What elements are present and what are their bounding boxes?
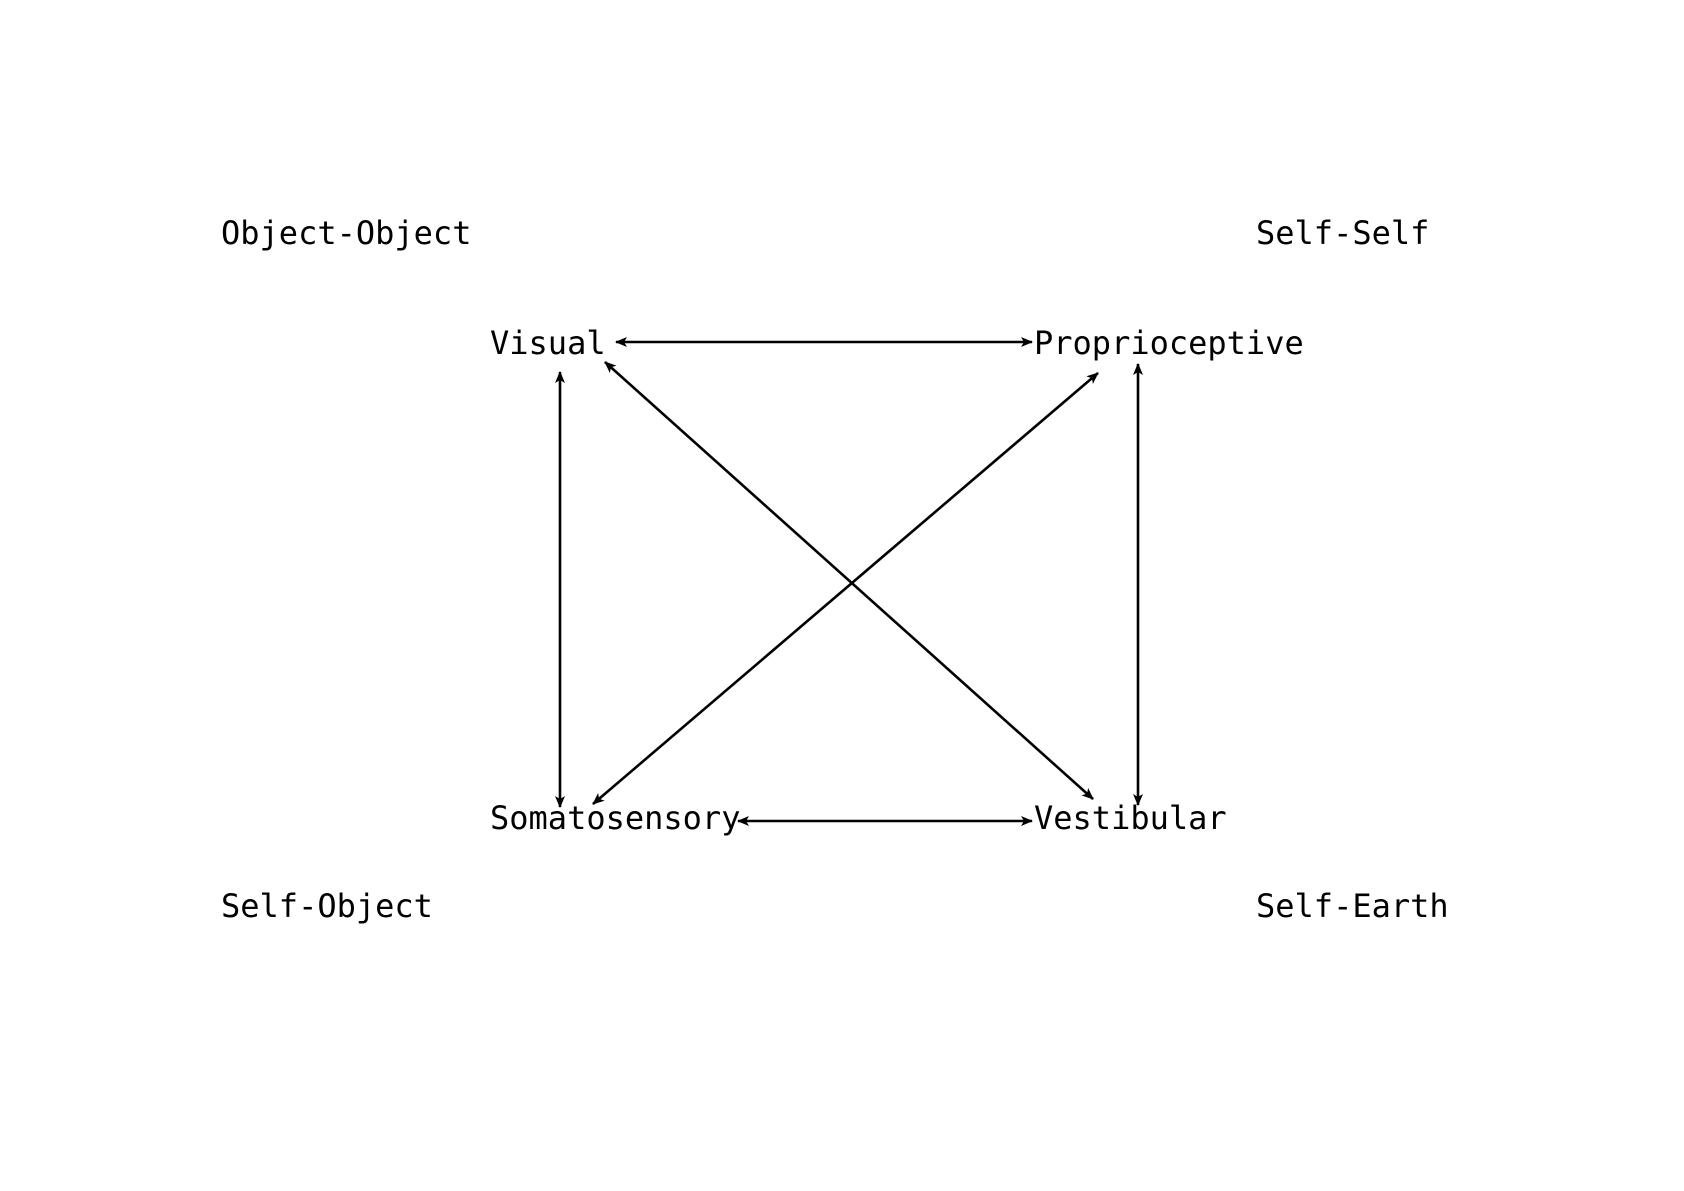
quadrant-label-self-earth: Self-Earth (1256, 887, 1449, 925)
edge-proprioceptive-somatosensory (592, 372, 1099, 805)
quadrant-label-self-object: Self-Object (221, 887, 433, 925)
node-somatosensory: Somatosensory (490, 799, 740, 837)
edge-visual-vestibular (604, 361, 1094, 800)
quadrant-label-self-self: Self-Self (1256, 214, 1429, 252)
quadrant-label-object-object: Object-Object (221, 214, 471, 252)
node-vestibular: Vestibular (1034, 799, 1227, 837)
node-visual: Visual (490, 324, 606, 362)
node-proprioceptive: Proprioceptive (1034, 324, 1304, 362)
